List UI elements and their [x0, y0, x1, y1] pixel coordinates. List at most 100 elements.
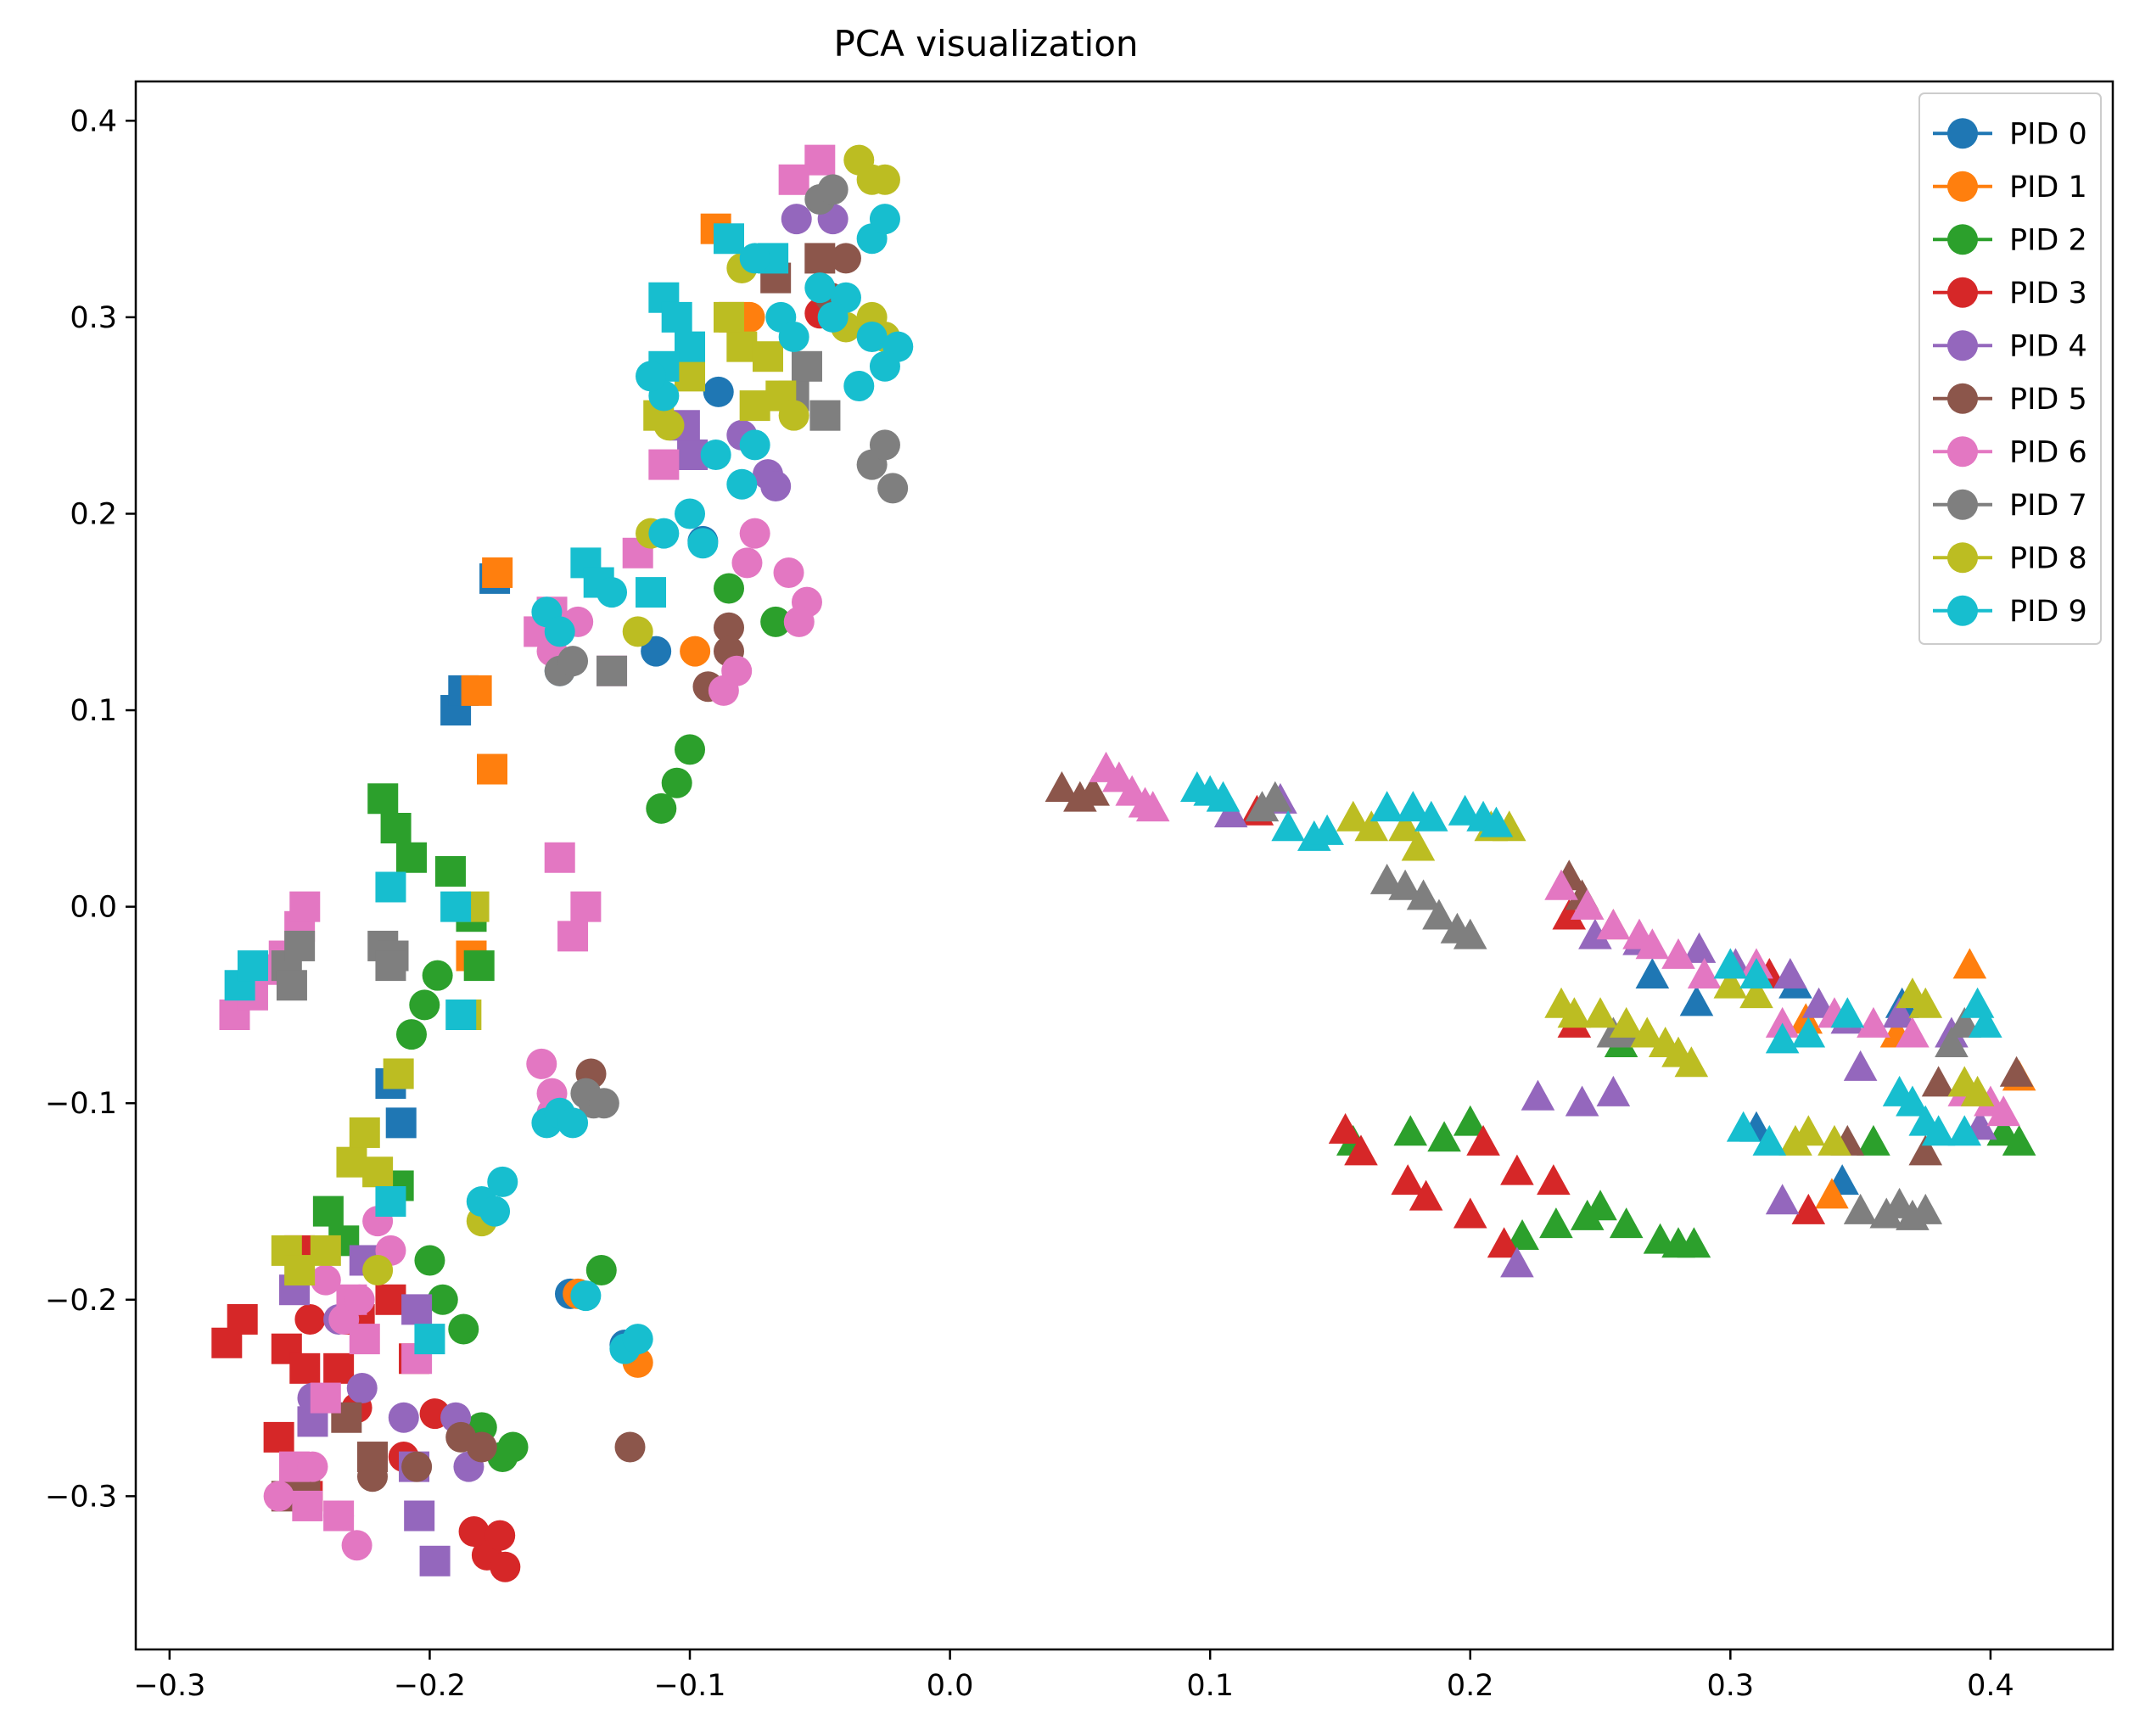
data-point-circle	[653, 410, 685, 441]
legend-marker-icon	[1947, 383, 1978, 414]
data-point-triangle	[1500, 1246, 1534, 1278]
data-point-circle	[760, 606, 792, 637]
data-point-circle	[557, 1107, 589, 1139]
data-point-triangle	[1630, 1016, 1665, 1048]
data-point-triangle	[1843, 1193, 1878, 1224]
data-point-circle	[484, 1520, 516, 1551]
data-point-square	[445, 1000, 477, 1030]
data-point-circle	[570, 1280, 602, 1312]
legend-item: PID 4	[1933, 329, 2087, 363]
legend-marker-icon	[1947, 595, 1978, 626]
data-point-triangle	[1986, 1095, 2021, 1127]
data-point-circle	[778, 322, 809, 353]
data-point-triangle	[1552, 899, 1587, 930]
data-point-triangle	[1960, 987, 1995, 1018]
data-point-circle	[703, 376, 734, 407]
data-point-square	[401, 1294, 433, 1325]
legend-label: PID 2	[2009, 223, 2087, 257]
legend-marker-icon	[1947, 224, 1978, 255]
y-tick-label: 0.0	[70, 891, 117, 925]
x-tick-label: −0.2	[394, 1669, 466, 1703]
data-point-square	[636, 577, 667, 608]
x-tick-label: 0.2	[1447, 1669, 1494, 1703]
data-point-triangle	[1328, 1112, 1363, 1144]
data-point-square	[463, 950, 495, 982]
data-point-triangle	[1679, 985, 1714, 1016]
data-point-square	[675, 361, 706, 392]
data-point-circle	[783, 606, 815, 637]
x-tick-label: −0.1	[654, 1669, 726, 1703]
y-tick-label: −0.3	[45, 1480, 117, 1514]
data-point-circle	[843, 144, 875, 176]
data-point-circle	[675, 498, 706, 529]
data-point-circle	[739, 518, 770, 549]
data-point-triangle	[1609, 1207, 1644, 1239]
data-point-circle	[869, 204, 900, 235]
data-point-triangle	[1609, 1006, 1644, 1038]
data-point-circle	[714, 612, 744, 643]
legend: PID 0 PID 1 PID 2 PID 3 PID 4 PID 5 PID 6 PID 7…	[1918, 92, 2102, 645]
data-point-triangle	[1739, 977, 1773, 1009]
data-point-circle	[557, 646, 589, 677]
data-point-triangle	[1947, 1115, 1982, 1146]
legend-marker-icon	[1947, 436, 1978, 468]
data-point-square	[323, 1352, 355, 1384]
data-point-triangle	[1791, 1193, 1826, 1224]
data-point-circle	[344, 1284, 375, 1315]
data-point-circle	[294, 1303, 326, 1335]
data-point-triangle	[1570, 1199, 1605, 1230]
data-point-circle	[395, 1019, 427, 1050]
y-tick-label: 0.4	[70, 104, 117, 138]
data-point-square	[385, 1107, 417, 1139]
y-tick-label: −0.1	[45, 1087, 117, 1121]
data-point-square	[284, 1255, 316, 1286]
data-point-triangle	[1765, 1184, 1800, 1215]
data-point-circle	[804, 272, 836, 304]
data-point-circle	[714, 573, 744, 604]
data-point-circle	[843, 370, 875, 401]
data-point-triangle	[1583, 997, 1617, 1028]
data-point-circle	[700, 440, 731, 470]
legend-marker-icon	[1947, 171, 1978, 202]
data-point-triangle	[1414, 800, 1448, 832]
data-point-triangle	[1968, 1006, 2002, 1038]
legend-label: PID 4	[2009, 329, 2087, 363]
data-point-triangle	[1857, 1124, 1890, 1156]
data-point-circle	[817, 301, 849, 333]
data-point-square	[367, 783, 399, 815]
data-point-circle	[721, 655, 753, 686]
data-point-triangle	[1396, 791, 1431, 822]
data-point-circle	[830, 243, 861, 274]
data-point-triangle	[1487, 1227, 1521, 1258]
data-point-square	[404, 1500, 435, 1532]
legend-label: PID 1	[2009, 171, 2087, 204]
data-point-triangle	[1258, 781, 1292, 812]
data-point-circle	[427, 1284, 458, 1315]
data-point-square	[648, 449, 680, 480]
data-point-triangle	[1570, 888, 1605, 920]
data-point-triangle	[1213, 797, 1248, 828]
y-tick-label: 0.2	[70, 497, 117, 531]
data-point-square	[434, 855, 466, 887]
data-point-square	[375, 871, 406, 903]
data-point-square	[739, 390, 770, 422]
points-layer	[211, 144, 2036, 1582]
data-point-circle	[487, 1166, 518, 1197]
y-axis: 0.4 0.3 0.2 0.1 0.0 −0.1 −0.2 −0.3	[45, 104, 136, 1514]
data-point-square	[597, 655, 628, 686]
data-point-triangle	[1369, 791, 1404, 822]
x-tick-label: 0.0	[927, 1669, 974, 1703]
data-point-square	[349, 1117, 380, 1148]
data-point-triangle	[1765, 1006, 1800, 1038]
data-point-triangle	[1830, 997, 1865, 1028]
data-point-square	[726, 331, 758, 362]
data-point-square	[292, 1490, 323, 1521]
data-point-circle	[622, 1324, 653, 1355]
data-point-square	[284, 930, 316, 961]
data-point-square	[375, 950, 406, 982]
data-point-triangle	[1674, 1046, 1709, 1078]
data-point-triangle	[1369, 863, 1404, 894]
data-point-triangle	[1818, 1124, 1851, 1156]
data-point-triangle	[1896, 1016, 1930, 1048]
